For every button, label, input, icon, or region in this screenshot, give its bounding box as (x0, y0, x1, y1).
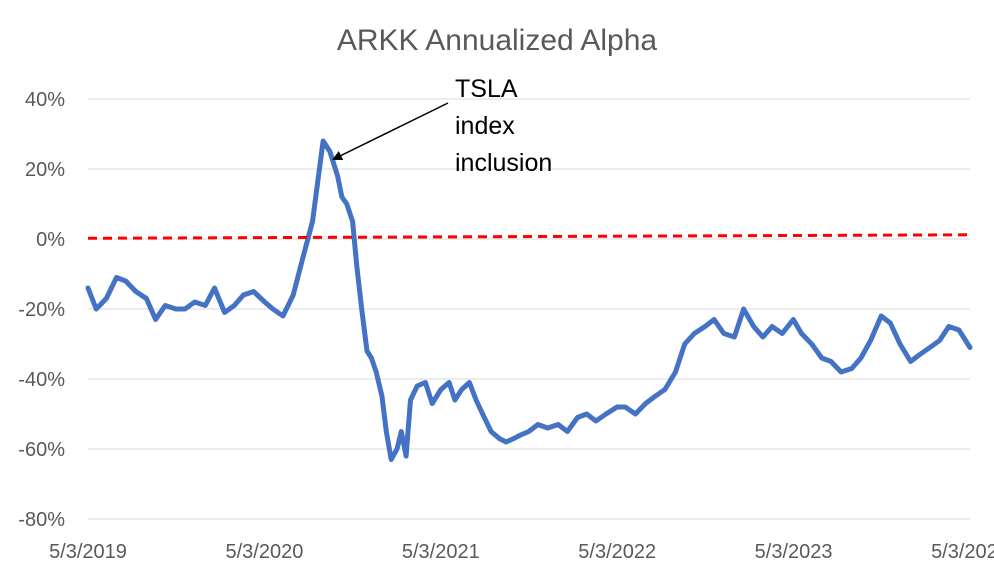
chart-title: ARKK Annualized Alpha (337, 24, 658, 57)
grid (88, 98, 970, 520)
x-tick-label: 5/3/2020 (225, 541, 303, 563)
y-tick-label: 40% (25, 89, 65, 111)
y-tick-label: -60% (18, 439, 65, 461)
y-tick-label: -40% (18, 369, 65, 391)
annotation: TSLA index inclusion (332, 75, 552, 177)
series-group (85, 138, 973, 462)
y-tick-label: -20% (18, 299, 65, 321)
y-tick-label: 20% (25, 159, 65, 181)
annotation-arrow (332, 102, 449, 160)
zero-reference-line (87, 233, 971, 240)
x-tick-label: 5/3/2019 (49, 541, 127, 563)
annotation-text: TSLA (455, 75, 518, 103)
annotation-text: index (455, 112, 515, 140)
y-tick-label: -80% (18, 509, 65, 531)
y-axis-ticks: 40% 20% 0% -20% -40% -60% -80% (18, 89, 65, 531)
annotation-text: inclusion (455, 149, 552, 177)
x-tick-label: 5/3/2022 (578, 541, 656, 563)
x-axis-ticks: 5/3/2019 5/3/2020 5/3/2021 5/3/2022 5/3/2023… (49, 541, 994, 563)
x-tick-label: 5/3/2023 (755, 541, 833, 563)
y-tick-label: 0% (36, 229, 65, 251)
x-tick-label: 5/3/2021 (402, 541, 480, 563)
x-tick-label: 5/3/2024 (931, 541, 994, 563)
alpha-series-line (85, 138, 973, 462)
